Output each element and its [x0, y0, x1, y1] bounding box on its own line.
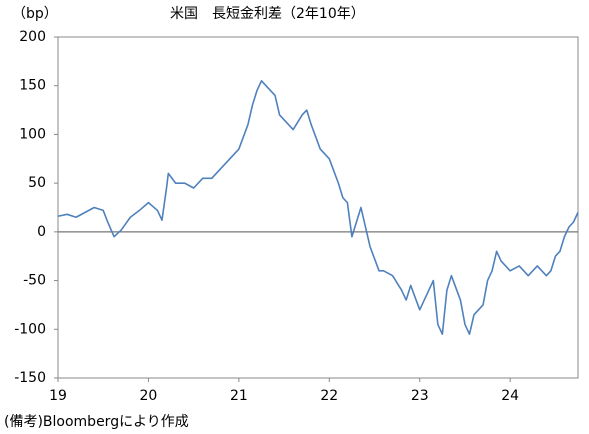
x-tick-label: 22 — [320, 388, 338, 404]
x-tick-label: 21 — [230, 388, 248, 404]
y-tick-label: 0 — [37, 224, 46, 240]
y-tick-label: 200 — [19, 29, 46, 45]
x-tick-label: 24 — [501, 388, 519, 404]
x-tick-label: 20 — [140, 388, 158, 404]
x-tick-label: 19 — [49, 388, 67, 404]
y-tick-label: 100 — [19, 126, 46, 142]
x-tick-label: 23 — [411, 388, 429, 404]
y-unit: （bp） — [12, 6, 58, 22]
y-tick-label: -50 — [23, 273, 46, 289]
y-tick-label: 50 — [28, 175, 46, 191]
plot-frame — [57, 36, 579, 379]
y-tick-label: -100 — [14, 321, 46, 337]
source-note: (備考)Bloombergにより作成 — [4, 414, 189, 430]
chart-title: 米国 長短金利差（2年10年） — [170, 6, 365, 22]
y-tick-label: 150 — [19, 78, 46, 94]
y-tick-label: -150 — [14, 370, 46, 386]
series-line — [57, 80, 579, 335]
